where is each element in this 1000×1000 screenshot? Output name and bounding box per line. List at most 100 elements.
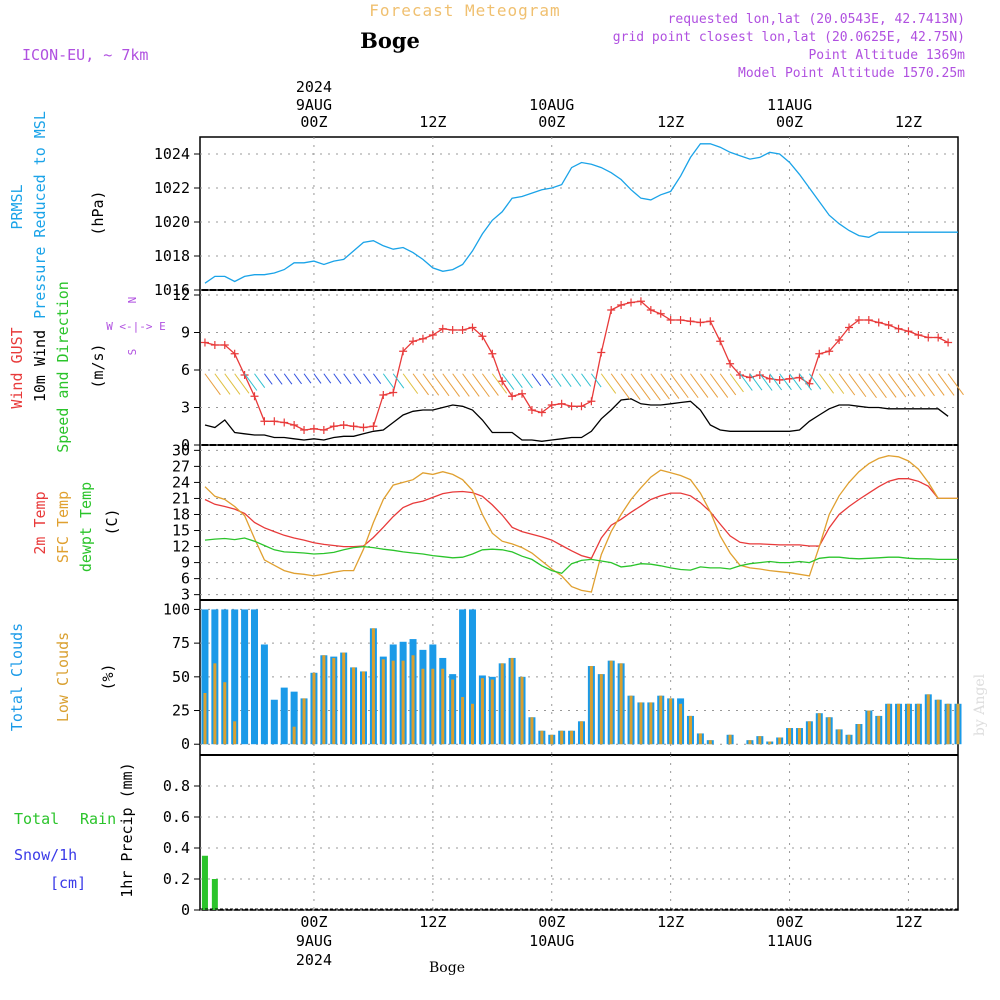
wind-direction-arrow [323,373,332,384]
low-clouds-bar [500,663,504,745]
low-clouds-bar [778,737,782,745]
low-clouds-bar [817,713,821,745]
low-clouds-bar [461,697,465,745]
y-tick-label: 6 [181,570,190,588]
wind-direction-arrow [640,373,661,401]
compass-north-label: N [126,297,139,304]
gust-point [726,359,735,368]
total-clouds-bar [290,691,298,745]
y-tick-label: 0.8 [163,777,190,795]
wind-direction-arrow [432,373,450,397]
gust-point [607,306,616,314]
wind-direction-arrow [690,373,709,398]
wind-direction-arrow [273,373,283,385]
wind-direction-arrow [699,373,719,398]
gust-point [379,391,388,399]
gust-point [389,388,398,397]
y-tick-label: 9 [181,554,190,572]
low-clouds-bar [897,703,901,745]
gust-point [290,421,299,429]
total-clouds-bar [280,687,288,745]
gust-point [537,408,546,417]
low-clouds-bar [946,703,950,745]
low-clouds-bar [926,694,930,745]
gust-point [825,347,834,356]
low-clouds-bar [589,666,593,745]
low-clouds-bar [788,728,792,745]
wind-direction-arrow [799,373,812,391]
wind-direction-arrow [917,373,935,397]
low-clouds-bar [441,668,445,745]
gust-point [339,421,348,429]
gust-point [409,337,418,346]
plot-frame [199,136,959,911]
wind-direction-arrow [769,373,783,391]
gust-point [458,326,467,334]
y-tick-label: 0.2 [163,870,190,888]
wind-direction-arrow [818,373,835,394]
y-tick-label: 1022 [154,179,190,197]
wind-direction-arrow [551,373,562,387]
clouds-unit-label: (%) [99,663,117,690]
wind-direction-arrow [848,373,867,398]
wind-direction-arrow [571,373,582,387]
gust-point [270,417,279,426]
y-tick-label: 6 [181,361,190,379]
low-clouds-bar [827,717,831,745]
total-clouds-bar [250,609,258,745]
temp2m-label: 2m Temp [31,491,49,554]
total-clouds-bar [468,609,476,745]
wind-direction-arrow [501,373,515,390]
low-clouds-bar [332,657,336,745]
point-altitude: Point Altitude 1369m [808,48,965,63]
bottom-year-label: 2024 [296,951,332,969]
compass-ew-label: W <-|-> E [106,320,166,333]
low-clouds-bar [540,730,544,745]
y-tick-label: 0.4 [163,839,190,857]
gust-point [577,402,586,411]
total-clouds-bar [231,609,239,745]
bottom-time-tick: 12Z [419,913,446,931]
bottom-time-tick: 00Z [300,913,327,931]
wind-direction-arrow [739,373,753,391]
gust-point [260,417,269,426]
footer-location: Boge [429,960,465,976]
bottom-date-tick: 11AUG [767,932,812,950]
top-date-tick: 10AUG [529,96,574,114]
y-tick-label: 1020 [154,213,190,231]
precip-unit-label: 1hr Precip (mm) [118,762,136,897]
gust-point [418,334,427,343]
wind-direction-arrow [264,373,273,385]
gust-point [815,349,824,358]
low-clouds-bar [797,728,801,745]
gust-point [508,392,517,401]
y-tick-label: 15 [172,522,190,540]
low-clouds-bar [302,698,306,745]
gust-point [765,374,774,383]
low-clouds-bar [203,693,207,745]
gust-point [785,374,794,383]
gust-point [666,316,675,324]
low-clouds-bar [748,740,752,745]
low-clouds-bar [530,717,534,745]
low-clouds-bar [609,660,613,745]
low-clouds-bar [371,628,375,745]
bottom-time-tick: 12Z [657,913,684,931]
low-clouds-bar [421,668,425,745]
gust-label: Wind GUST [8,327,26,408]
wind-direction-arrow [343,373,352,385]
wind-direction-arrow [630,373,651,401]
low-clouds-bar [451,679,455,745]
wind-direction-arrow [372,373,382,385]
sfc-temp-line [204,455,958,593]
temp2m-line [204,478,958,560]
low-clouds-bar [708,740,712,745]
wind-direction-arrow [293,373,302,385]
wind-direction-arrow [234,373,250,394]
low-clouds-bar [560,730,564,745]
gust-point [934,333,943,342]
gust-point [914,331,923,339]
wind-direction-arrow [333,373,342,385]
low-clouds-bar [292,726,296,745]
gust-point [716,337,725,346]
